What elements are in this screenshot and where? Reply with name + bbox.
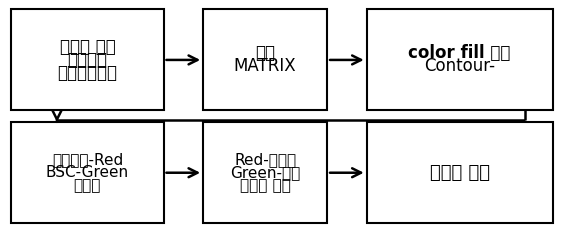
FancyBboxPatch shape xyxy=(203,122,327,223)
Text: Contour-: Contour- xyxy=(424,57,495,75)
Text: BSC-Green: BSC-Green xyxy=(46,165,129,180)
FancyBboxPatch shape xyxy=(11,9,164,110)
Text: 색지정: 색지정 xyxy=(74,178,101,193)
FancyBboxPatch shape xyxy=(367,122,553,223)
Text: 후방산란신호: 후방산란신호 xyxy=(58,64,117,82)
Text: 시계열 분포: 시계열 분포 xyxy=(60,38,115,56)
Text: color fill 표출: color fill 표출 xyxy=(408,44,511,63)
FancyBboxPatch shape xyxy=(203,9,327,110)
Text: Green-배경: Green-배경 xyxy=(230,165,300,180)
Text: 변환: 변환 xyxy=(255,44,275,63)
Text: 레이어 처리: 레이어 처리 xyxy=(240,178,290,193)
Text: 비편광도-Red: 비편광도-Red xyxy=(52,152,123,167)
FancyBboxPatch shape xyxy=(11,122,164,223)
Text: 투명도 조정: 투명도 조정 xyxy=(430,164,490,182)
Text: Red-레이어: Red-레이어 xyxy=(234,152,296,167)
Text: 비편광도: 비편광도 xyxy=(68,51,107,69)
Text: MATRIX: MATRIX xyxy=(233,57,297,75)
FancyBboxPatch shape xyxy=(367,9,553,110)
